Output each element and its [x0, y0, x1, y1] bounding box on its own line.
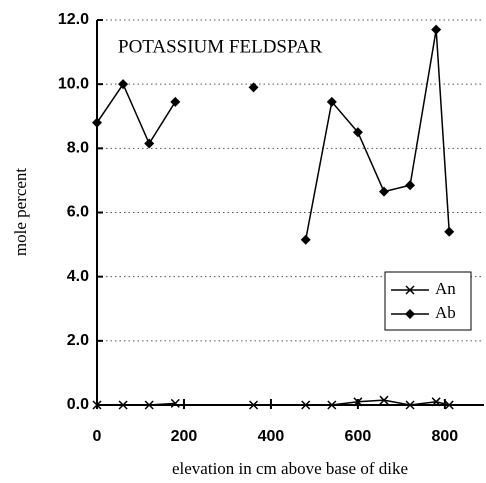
marker-x [92, 400, 102, 410]
marker-x [431, 397, 441, 407]
marker-x-shape [327, 400, 337, 410]
marker-x [170, 398, 180, 408]
marker-x-shape [170, 398, 180, 408]
x-tick-label: 600 [345, 428, 372, 445]
x-tick-label: 0 [93, 428, 102, 445]
y-tick-label: 2.0 [67, 332, 89, 349]
marker-diamond [378, 186, 389, 197]
marker-diamond [144, 138, 155, 149]
legend-label: An [435, 279, 456, 298]
marker-diamond [248, 82, 259, 93]
marker-diamond [405, 309, 415, 319]
marker-x-shape [144, 400, 154, 410]
marker-x [249, 400, 259, 410]
marker-diamond [326, 96, 337, 107]
y-tick-label: 0.0 [67, 396, 89, 413]
annotation: POTASSIUM FELDSPAR [118, 36, 323, 57]
marker-x [379, 395, 389, 405]
marker-x-shape [92, 400, 102, 410]
y-tick-label: 10.0 [58, 75, 89, 92]
marker-x-shape [431, 397, 441, 407]
legend-label: Ab [435, 303, 456, 322]
marker-diamond [300, 234, 311, 245]
marker-x-shape [379, 395, 389, 405]
marker-diamond [92, 117, 102, 128]
x-tick-label: 400 [258, 428, 285, 445]
marker-x-shape [405, 400, 415, 410]
marker-diamond [431, 24, 442, 35]
marker-x [353, 397, 363, 407]
marker-diamond [444, 226, 455, 237]
marker-x [444, 400, 454, 410]
marker-diamond [405, 180, 416, 191]
series-line [304, 29, 450, 240]
series-line [97, 402, 176, 406]
marker-x [301, 400, 311, 410]
x-axis-label: elevation in cm above base of dike [172, 459, 408, 478]
marker-x [144, 400, 154, 410]
y-axis-label: mole percent [11, 168, 30, 257]
series-line [96, 82, 176, 146]
marker-x [405, 285, 415, 295]
y-tick-label: 6.0 [67, 204, 89, 221]
x-tick-label: 200 [171, 428, 198, 445]
y-tick-label: 8.0 [67, 140, 89, 157]
marker-x-shape [118, 400, 128, 410]
legend-box [384, 271, 472, 331]
marker-x [118, 400, 128, 410]
y-tick-label: 12.0 [58, 11, 89, 28]
marker-diamond [352, 127, 363, 138]
marker-diamond [118, 79, 129, 90]
marker-x-shape [353, 397, 363, 407]
marker-diamond [170, 96, 181, 107]
legend: An Ab [384, 271, 472, 331]
marker-x [327, 400, 337, 410]
y-tick-label: 4.0 [67, 268, 89, 285]
marker-x-shape [405, 285, 415, 295]
marker-x-shape [249, 400, 259, 410]
marker-x-shape [301, 400, 311, 410]
x-tick-label: 800 [432, 428, 459, 445]
marker-x-shape [444, 400, 454, 410]
marker-x [405, 400, 415, 410]
